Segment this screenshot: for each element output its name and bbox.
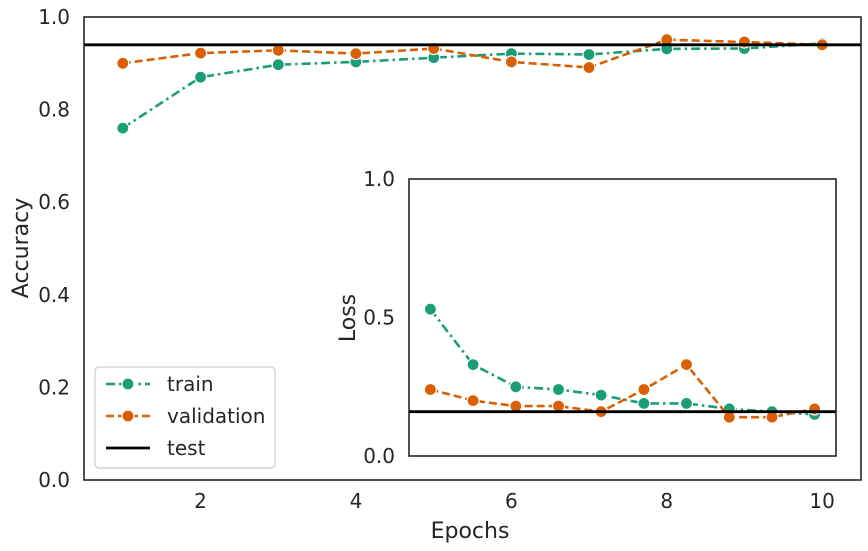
- accuracy-x-tick-label: 4: [350, 489, 363, 513]
- accuracy-validation-line: [122, 38, 823, 69]
- inset-plot-frame: [408, 178, 837, 457]
- accuracy-y-tick-label: 0.2: [38, 375, 70, 399]
- main-x-tick-labels: 2 4 6 8 10: [194, 489, 835, 513]
- accuracy-validation-point: [349, 46, 363, 61]
- loss-validation-point: [679, 358, 694, 372]
- loss-train-point: [423, 302, 437, 316]
- loss-validation-point: [423, 382, 437, 397]
- legend-box: [94, 366, 276, 469]
- x-axis-label: Epochs: [431, 519, 510, 544]
- legend-entry-validation: validation: [106, 404, 265, 428]
- y-axis-label: Accuracy: [9, 198, 34, 298]
- legend-test-label: test: [167, 436, 206, 460]
- loss-validation-line: [430, 363, 815, 419]
- inset-loss-axes: 0.0 0.5 1.0 Loss: [336, 167, 837, 468]
- legend-train-marker: [121, 377, 135, 391]
- loss-train-point: [637, 396, 651, 410]
- accuracy-validation-point: [504, 55, 518, 69]
- main-series-layer: [84, 33, 861, 135]
- legend-train-label: train: [167, 372, 214, 396]
- accuracy-validation-point: [194, 46, 208, 60]
- accuracy-train-point: [194, 70, 208, 84]
- main-y-tick-labels: 0.0 0.2 0.4 0.6 0.8 1.0: [38, 5, 70, 492]
- accuracy-y-tick-label: 0.4: [38, 283, 70, 307]
- loss-train-point: [466, 358, 480, 372]
- inset-series-layer: [409, 302, 836, 424]
- accuracy-validation-point: [116, 56, 130, 70]
- loss-validation-point: [466, 394, 480, 408]
- accuracy-train-point: [116, 121, 130, 135]
- accuracy-validation-point: [582, 60, 596, 75]
- loss-y-tick-label: 0.0: [363, 444, 395, 468]
- inset-y-axis-label: Loss: [336, 294, 361, 342]
- loss-train-point: [594, 388, 608, 402]
- inset-y-tick-labels: 0.0 0.5 1.0: [363, 167, 395, 468]
- accuracy-train-point: [271, 58, 285, 72]
- accuracy-x-tick-label: 2: [194, 489, 207, 513]
- loss-y-tick-label: 0.5: [363, 306, 395, 330]
- legend-validation-marker: [121, 409, 135, 423]
- accuracy-y-tick-label: 0.6: [38, 190, 70, 214]
- loss-train-point: [509, 380, 523, 394]
- accuracy-x-tick-label: 6: [505, 489, 518, 513]
- loss-y-tick-label: 1.0: [363, 167, 395, 191]
- legend-validation-label: validation: [167, 404, 265, 428]
- accuracy-y-tick-label: 0.8: [38, 98, 70, 122]
- accuracy-validation-point: [737, 35, 752, 49]
- accuracy-x-tick-label: 8: [660, 489, 673, 513]
- main-axes: 0.0 0.2 0.4 0.6 0.8 1.0 2 4 6 8 10 Epochs Accurac…: [9, 5, 862, 544]
- accuracy-y-tick-label: 0.0: [38, 468, 70, 492]
- accuracy-x-tick-label: 10: [809, 489, 834, 513]
- loss-validation-point: [637, 382, 651, 397]
- accuracy-train-point: [582, 47, 596, 62]
- legend: train validation test: [94, 366, 276, 469]
- accuracy-y-tick-label: 1.0: [38, 5, 70, 29]
- inset-background: [409, 179, 836, 456]
- loss-train-line: [429, 308, 815, 416]
- loss-train-point: [551, 382, 566, 397]
- loss-train-point: [679, 396, 694, 410]
- legend-entry-train: train: [106, 372, 214, 396]
- main-plot-frame: [83, 16, 862, 481]
- legend-entry-test: test: [106, 436, 206, 460]
